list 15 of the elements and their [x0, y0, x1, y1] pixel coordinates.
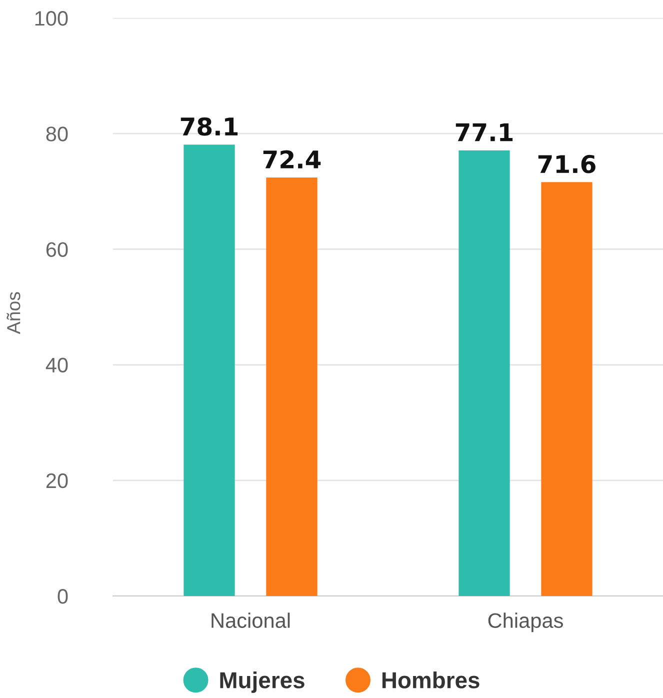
- y-axis-title: Años: [6, 292, 20, 334]
- legend-label: Mujeres: [220, 672, 304, 693]
- y-tick-label: 20: [46, 473, 68, 488]
- y-tick-label: 100: [35, 11, 68, 26]
- y-tick-label: 40: [46, 358, 68, 373]
- x-tick-label: Nacional: [212, 612, 290, 628]
- y-tick-label: 60: [46, 242, 68, 257]
- data-label: 78.1: [180, 117, 238, 136]
- data-label: 77.1: [456, 123, 513, 142]
- legend-label: Hombres: [382, 672, 480, 688]
- y-tick-label: 80: [46, 126, 68, 142]
- y-tick-label: 0: [58, 589, 68, 604]
- x-tick-label: Chiapas: [488, 612, 563, 632]
- data-label: 72.4: [263, 150, 321, 168]
- data-label: 71.6: [538, 154, 596, 174]
